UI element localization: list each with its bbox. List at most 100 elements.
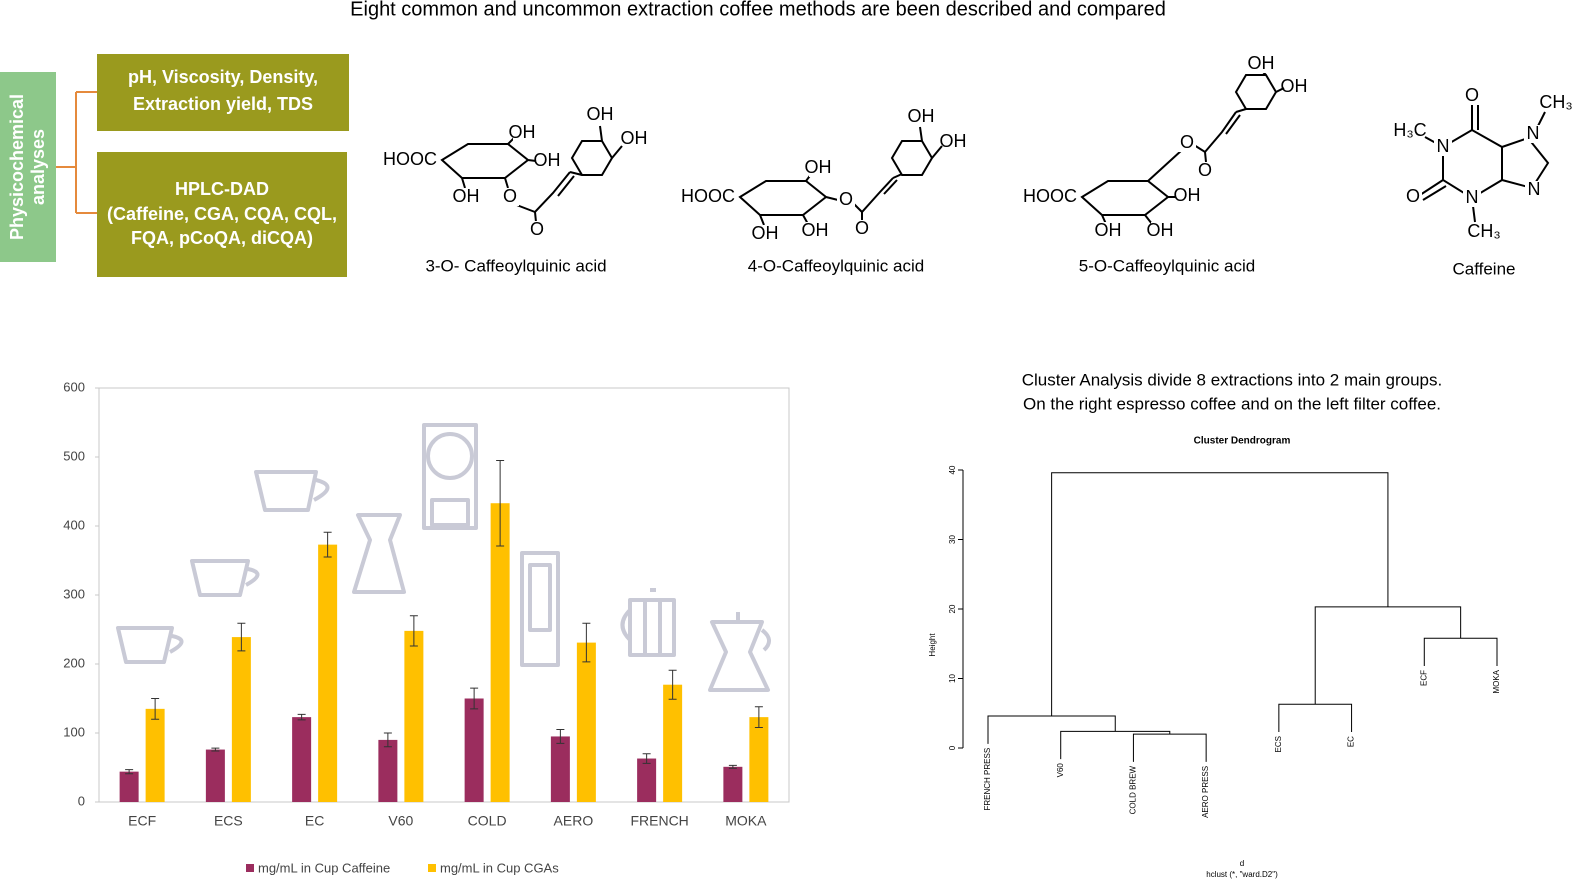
atom-label: N [1437, 136, 1450, 156]
legend-label: mg/mL in Cup Caffeine [258, 860, 390, 875]
molecule-name: 3-O- Caffeoylquinic acid [425, 256, 606, 275]
atom-bg [837, 191, 855, 209]
atom-label: OH [940, 131, 967, 151]
dendrogram-title: Cluster Dendrogram [1194, 436, 1291, 447]
atom-bg [513, 124, 531, 142]
y-tick-label: 0 [948, 745, 957, 750]
atom-bg [1041, 188, 1059, 206]
bar [404, 630, 424, 802]
atom-bg [1475, 223, 1493, 241]
box-line: HPLC-DAD [175, 179, 269, 199]
error-bar [470, 687, 479, 710]
x-axis-sublabel: hclust (*, "ward.D2") [1206, 870, 1278, 879]
box-line: Extraction yield, TDS [133, 94, 313, 114]
box-line: (Caffeine, CGA, CQA, CQL, [107, 204, 337, 224]
error-bar [211, 747, 220, 752]
atom-bg [538, 152, 556, 170]
atom-label: CH₃ [1539, 92, 1572, 112]
error-bar [237, 622, 246, 652]
molecule-name: 5-O-Caffeoylquinic acid [1079, 256, 1255, 275]
error-bar [556, 729, 565, 744]
atom-label: OH [509, 122, 536, 142]
atom-label: HOOC [383, 149, 437, 169]
x-tick-label: COLD [468, 813, 507, 829]
atom-bg [699, 188, 717, 206]
atom-bg [1525, 181, 1543, 199]
bar [119, 771, 139, 802]
atom-label: O [855, 218, 869, 238]
analyses-label-line: Physicochemical [7, 94, 27, 240]
atom-label: OH [587, 104, 614, 124]
main-title: Eight common and uncommon extraction cof… [350, 0, 1166, 20]
atom-label: OH [805, 157, 832, 177]
x-tick-label: MOKA [725, 813, 767, 829]
atom-label: OH [534, 150, 561, 170]
bracket [56, 91, 97, 214]
atom-label: O [503, 186, 517, 206]
atom-bg [1178, 134, 1196, 152]
error-bar [297, 713, 306, 721]
leaf-label: V60 [1056, 763, 1065, 778]
analyses-label-box [0, 72, 56, 262]
atom-label: OH [1174, 185, 1201, 205]
cluster-note: On the right espresso coffee and on the … [1023, 394, 1441, 413]
atom-label: H₃C [1393, 120, 1426, 140]
atom-label: OH [621, 128, 648, 148]
atom-bg [1524, 125, 1542, 143]
leaf-label: ECF [1419, 670, 1428, 686]
y-tick-label: 30 [948, 535, 957, 544]
cluster-note: Cluster Analysis divide 8 extractions in… [1022, 370, 1442, 389]
atom-bg [1196, 162, 1214, 180]
box-line: FQA, pCoQA, diCQA) [131, 228, 313, 248]
dendrogram-link [1314, 606, 1462, 705]
dendrogram-link [1278, 703, 1353, 733]
analyses-label: Physicochemical analyses [7, 94, 48, 240]
error-bar [582, 622, 591, 663]
leaf-label: AERO PRESS [1201, 766, 1210, 818]
x-tick-label: V60 [388, 813, 413, 829]
atom-bg [528, 221, 546, 239]
y-tick-label: 100 [63, 724, 85, 739]
analysis-box [97, 152, 347, 277]
error-bar [728, 764, 737, 769]
x-tick-label: ECS [214, 813, 243, 829]
bar [378, 739, 398, 802]
atom-label: CH₃ [1467, 221, 1500, 241]
error-bar [668, 669, 677, 700]
atom-bg [591, 106, 609, 124]
atom-label: OH [1281, 76, 1308, 96]
bar [550, 736, 570, 802]
y-tick-label: 400 [63, 517, 85, 532]
y-tick-label: 40 [948, 465, 957, 474]
y-tick-label: 200 [63, 655, 85, 670]
atom-label: N [1527, 123, 1540, 143]
molecule-bonds [440, 71, 1550, 226]
bar [490, 503, 510, 802]
atom-label: OH [802, 220, 829, 240]
y-tick-label: 20 [948, 604, 957, 613]
leaf-label: COLD BREW [1129, 765, 1138, 814]
legend-swatch [428, 864, 436, 872]
dendrogram-link [987, 715, 1116, 744]
atom-label: OH [752, 223, 779, 243]
atom-label: O [1198, 160, 1212, 180]
leaf-label: ECS [1274, 736, 1283, 752]
molecule-name: 4-O-Caffeoylquinic acid [748, 256, 924, 275]
bar [637, 758, 657, 802]
analyses-label-line: analyses [28, 129, 48, 205]
atom-label: HOOC [1023, 186, 1077, 206]
atom-label: OH [1248, 53, 1275, 73]
legend-label: mg/mL in Cup CGAs [440, 860, 559, 875]
y-tick-label: 500 [63, 448, 85, 463]
atom-label: OH [1095, 220, 1122, 240]
y-tick-label: 10 [948, 674, 957, 683]
box-line: pH, Viscosity, Density, [128, 67, 318, 87]
atom-label: O [530, 219, 544, 239]
error-bar [125, 769, 134, 775]
x-axis-label: d [1240, 859, 1244, 868]
error-bar [642, 753, 651, 764]
atom-label: O [1406, 186, 1420, 206]
atom-bg [1434, 138, 1452, 156]
x-tick-label: AERO [554, 813, 594, 829]
atom-bg [401, 151, 419, 169]
